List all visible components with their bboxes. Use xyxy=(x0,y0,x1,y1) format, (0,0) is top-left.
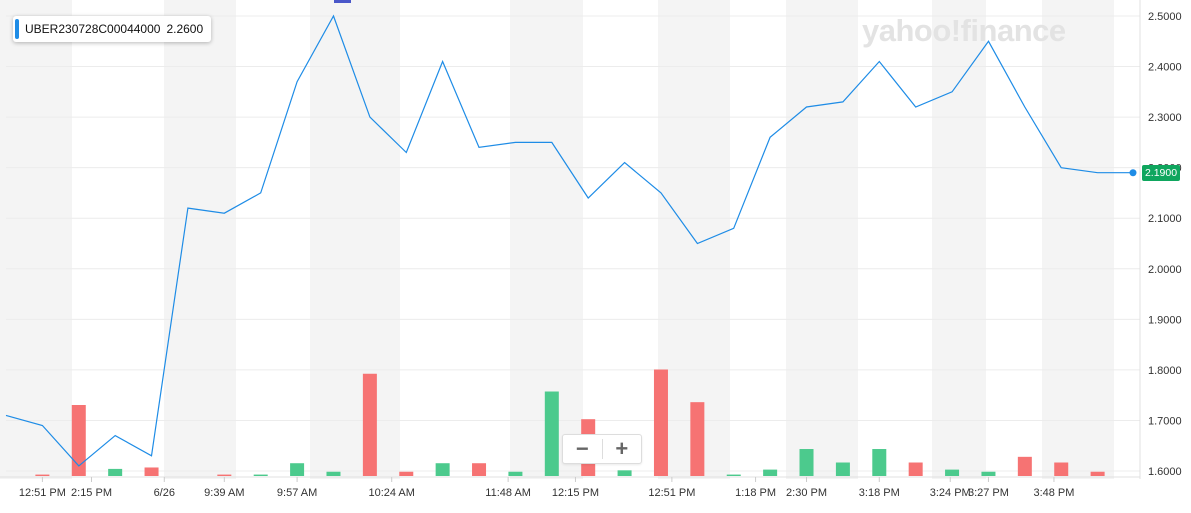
range-marker xyxy=(334,0,351,3)
y-tick-label: 2.4000 xyxy=(1148,62,1182,74)
zoom-divider xyxy=(601,439,603,459)
volume-bar xyxy=(1090,471,1105,476)
x-tick-label: 12:15 PM xyxy=(552,487,599,499)
y-tick-label: 1.9000 xyxy=(1148,314,1182,326)
volume-bar xyxy=(217,474,232,476)
y-axis: 2.50002.40002.30002.20002.10002.00001.90… xyxy=(1139,0,1182,479)
volume-bar xyxy=(435,463,450,476)
volume-bar xyxy=(981,471,996,476)
volume-bar xyxy=(35,474,50,476)
x-tick-label: 10:24 AM xyxy=(368,487,414,499)
volume-bar xyxy=(508,471,523,476)
time-band xyxy=(1042,0,1114,479)
legend-value: 2.2600 xyxy=(166,22,204,36)
volume-bar xyxy=(1017,456,1032,476)
y-tick-label: 2.0000 xyxy=(1148,264,1182,276)
x-tick-label: 3:18 PM xyxy=(859,487,900,499)
volume-bar xyxy=(653,369,668,476)
x-tick-label: 11:48 AM xyxy=(485,487,531,499)
x-tick-label: 12:51 PM xyxy=(19,487,66,499)
y-tick-label: 1.8000 xyxy=(1148,365,1182,377)
x-tick-label: 2:30 PM xyxy=(786,487,827,499)
series-legend[interactable]: UBER230728C00044000 2.2600 xyxy=(13,16,212,42)
price-line xyxy=(5,14,1134,467)
x-tick-label: 6/26 xyxy=(154,487,175,499)
y-tick-label: 2.3000 xyxy=(1148,112,1182,124)
x-tick-label: 9:57 AM xyxy=(277,487,317,499)
volume-bar xyxy=(908,462,923,476)
volume-bar xyxy=(1054,462,1069,476)
yahoo-finance-watermark: yahoo!finance xyxy=(862,13,1066,48)
volume-bar xyxy=(399,471,414,476)
y-tick-label: 1.7000 xyxy=(1148,415,1182,427)
volume-bar xyxy=(71,405,86,476)
y-tick-label: 1.6000 xyxy=(1148,466,1182,478)
time-band xyxy=(0,0,72,479)
volume-bar xyxy=(472,463,487,476)
volume-bar xyxy=(253,474,268,476)
last-price-dot xyxy=(1129,169,1137,177)
x-tick-label: 2:15 PM xyxy=(71,487,112,499)
legend-color-swatch xyxy=(15,19,19,39)
horizontal-gridlines xyxy=(6,15,1140,472)
volume-bar xyxy=(835,462,850,476)
x-tick-label: 1:18 PM xyxy=(735,487,776,499)
time-band xyxy=(164,0,236,479)
zoom-out-button[interactable]: − xyxy=(575,436,589,461)
legend-symbol: UBER230728C00044000 xyxy=(25,22,161,36)
x-tick-label: 3:48 PM xyxy=(1033,487,1074,499)
volume-bar xyxy=(617,470,632,476)
zoom-in-button[interactable]: + xyxy=(615,436,629,461)
volume-bar xyxy=(144,467,159,476)
volume-bar xyxy=(362,373,377,476)
volume-bar xyxy=(544,391,559,476)
zoom-control: − + xyxy=(562,434,642,464)
x-tick-label: 9:39 AM xyxy=(204,487,244,499)
volume-bar xyxy=(290,463,305,476)
y-tick-label: 2.5000 xyxy=(1148,11,1182,23)
volume-bar xyxy=(108,468,123,476)
volume-bar xyxy=(872,449,887,476)
price-line-layer xyxy=(5,14,1137,467)
time-band xyxy=(310,0,400,479)
last-price-badge: 2.1900 xyxy=(1142,165,1180,181)
x-tick-label: 12:51 PM xyxy=(648,487,695,499)
volume-bar xyxy=(326,471,341,476)
x-tick-label: 3:24 PM xyxy=(930,487,971,499)
y-tick-label: 2.1000 xyxy=(1148,213,1182,225)
volume-bar xyxy=(763,469,778,476)
x-axis: 12:51 PM 2:15 PM 6/26 9:39 AM 9:57 AM 10:24 A… xyxy=(0,476,1140,499)
x-tick-label: 3:27 PM xyxy=(968,487,1009,499)
time-band xyxy=(786,0,858,479)
volume-bar xyxy=(690,402,705,476)
time-band xyxy=(932,0,986,479)
volume-bar xyxy=(726,474,741,476)
volume-bar xyxy=(945,469,960,476)
volume-bar xyxy=(799,449,814,476)
